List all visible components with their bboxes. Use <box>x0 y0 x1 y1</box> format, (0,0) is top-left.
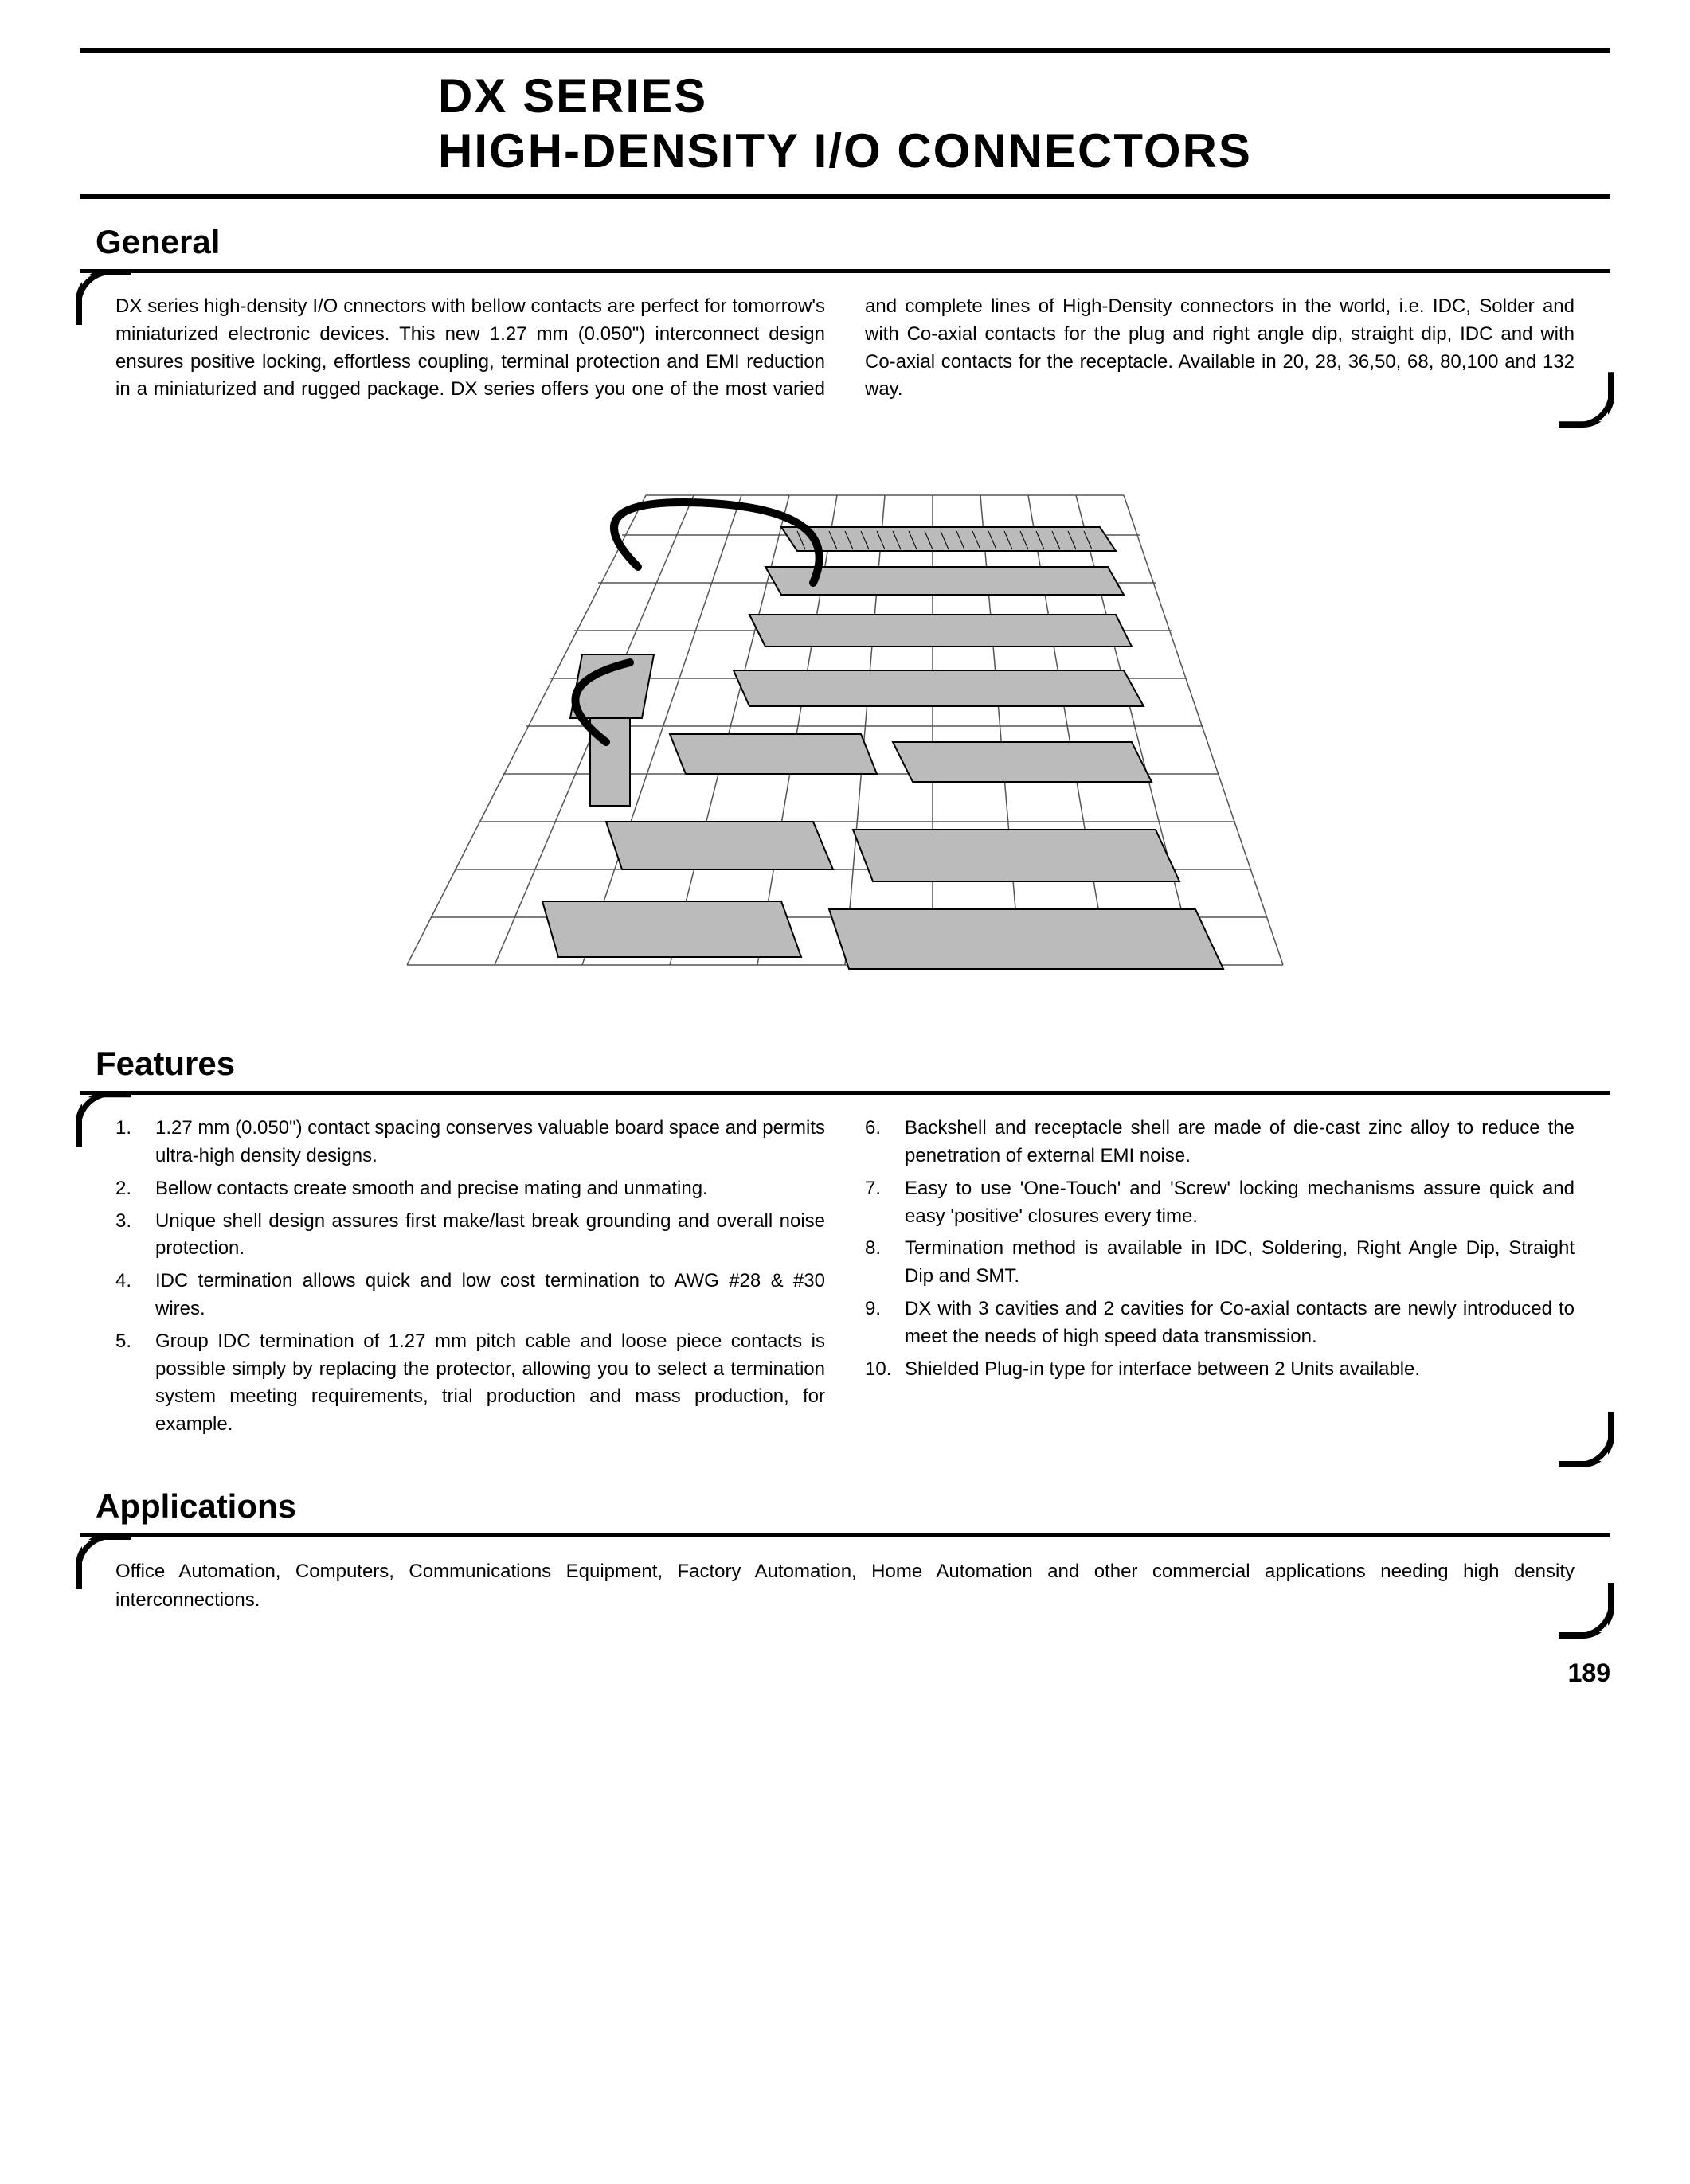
item-text: IDC termination allows quick and low cos… <box>155 1268 825 1323</box>
applications-balloon: Office Automation, Computers, Communicat… <box>80 1537 1610 1635</box>
item-text: Group IDC termination of 1.27 mm pitch c… <box>155 1328 825 1439</box>
features-right-list: 6.Backshell and receptacle shell are mad… <box>865 1115 1575 1444</box>
balloon-corner-icon <box>1571 384 1614 428</box>
applications-heading: Applications <box>96 1487 1610 1526</box>
balloon-corner-icon <box>76 1091 119 1135</box>
page-number: 189 <box>80 1659 1610 1688</box>
features-columns: 1.1.27 mm (0.050") contact spacing conse… <box>115 1115 1575 1444</box>
list-item: 2.Bellow contacts create smooth and prec… <box>115 1175 825 1203</box>
list-item: 4.IDC termination allows quick and low c… <box>115 1268 825 1323</box>
features-heading: Features <box>96 1045 1610 1083</box>
item-number: 1. <box>115 1115 155 1170</box>
list-item: 7.Easy to use 'One-Touch' and 'Screw' lo… <box>865 1175 1575 1231</box>
list-item: 9.DX with 3 cavities and 2 cavities for … <box>865 1295 1575 1351</box>
balloon-corner-icon <box>76 269 119 313</box>
list-item: 10.Shielded Plug-in type for interface b… <box>865 1356 1575 1384</box>
balloon-corner-icon <box>1571 1424 1614 1467</box>
features-left-list: 1.1.27 mm (0.050") contact spacing conse… <box>115 1115 825 1444</box>
general-text: DX series high-density I/O cnnectors wit… <box>115 293 1575 404</box>
connector-grid-illustration-icon <box>367 447 1323 1021</box>
item-text: Bellow contacts create smooth and precis… <box>155 1175 708 1203</box>
item-number: 7. <box>865 1175 905 1231</box>
item-number: 8. <box>865 1235 905 1291</box>
item-number: 6. <box>865 1115 905 1170</box>
list-item: 8.Termination method is available in IDC… <box>865 1235 1575 1291</box>
list-item: 1.1.27 mm (0.050") contact spacing conse… <box>115 1115 825 1170</box>
title-line-2: HIGH-DENSITY I/O CONNECTORS <box>438 124 1252 178</box>
item-text: Backshell and receptacle shell are made … <box>905 1115 1575 1170</box>
item-number: 4. <box>115 1268 155 1323</box>
list-item: 6.Backshell and receptacle shell are mad… <box>865 1115 1575 1170</box>
item-text: Termination method is available in IDC, … <box>905 1235 1575 1291</box>
item-number: 5. <box>115 1328 155 1439</box>
features-balloon: 1.1.27 mm (0.050") contact spacing conse… <box>80 1095 1610 1463</box>
balloon-corner-icon <box>1571 1595 1614 1639</box>
item-number: 10. <box>865 1356 905 1384</box>
general-heading: General <box>96 223 1610 261</box>
item-number: 3. <box>115 1208 155 1264</box>
item-text: Unique shell design assures first make/l… <box>155 1208 825 1264</box>
general-body: DX series high-density I/O cnnectors wit… <box>115 293 1575 404</box>
applications-text: Office Automation, Computers, Communicat… <box>115 1557 1575 1615</box>
item-number: 9. <box>865 1295 905 1351</box>
list-item: 3.Unique shell design assures first make… <box>115 1208 825 1264</box>
page-title: DX SERIES HIGH-DENSITY I/O CONNECTORS <box>438 68 1252 178</box>
list-item: 5.Group IDC termination of 1.27 mm pitch… <box>115 1328 825 1439</box>
general-balloon: DX series high-density I/O cnnectors wit… <box>80 273 1610 424</box>
item-text: Easy to use 'One-Touch' and 'Screw' lock… <box>905 1175 1575 1231</box>
item-number: 2. <box>115 1175 155 1203</box>
title-line-1: DX SERIES <box>438 69 707 123</box>
product-illustration <box>367 447 1323 1021</box>
item-text: Shielded Plug-in type for interface betw… <box>905 1356 1420 1384</box>
balloon-corner-icon <box>76 1533 119 1577</box>
title-block: DX SERIES HIGH-DENSITY I/O CONNECTORS <box>80 48 1610 199</box>
item-text: DX with 3 cavities and 2 cavities for Co… <box>905 1295 1575 1351</box>
item-text: 1.27 mm (0.050") contact spacing conserv… <box>155 1115 825 1170</box>
